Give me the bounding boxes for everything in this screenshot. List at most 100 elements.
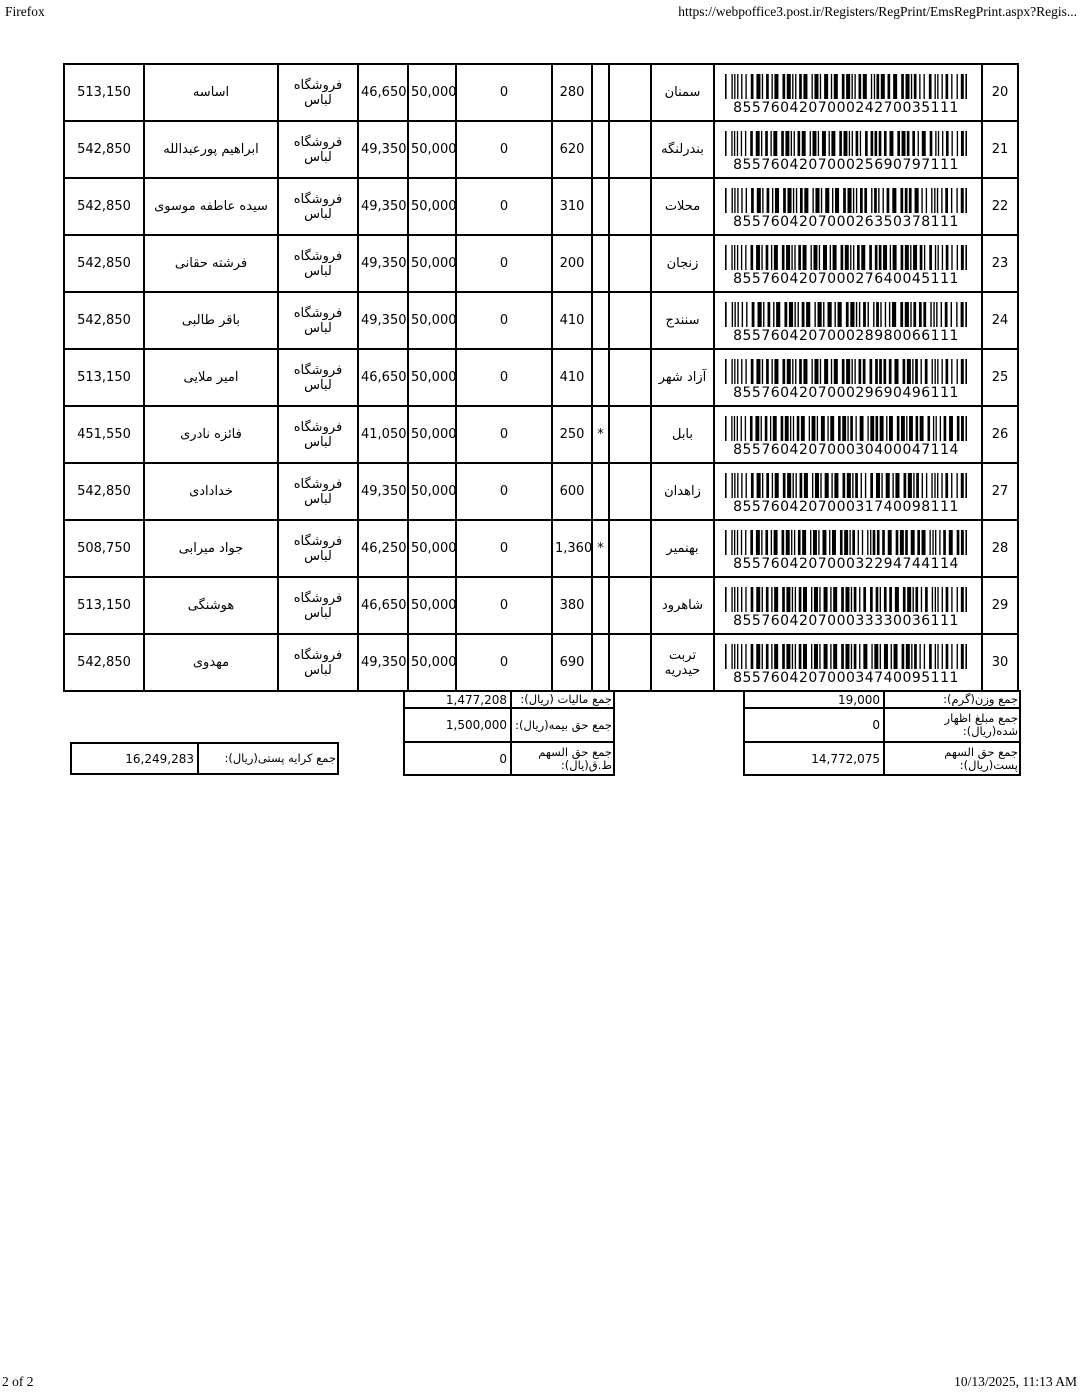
sender-store-cell: فروشگاه لباس (277, 63, 359, 122)
insurance-sum-label: جمع حق بیمه(ریال): (510, 707, 615, 743)
row-number-cell: 22 (981, 177, 1019, 236)
table-row: 542,850 ابراهیم پورعبدالله فروشگاه لباس … (63, 120, 1019, 179)
price-cell: 542,850 (63, 120, 145, 179)
table-row: 513,150 هوشنگی فروشگاه لباس 46,650 50,00… (63, 576, 1019, 635)
row-number-cell: 23 (981, 234, 1019, 293)
recipient-name-cell: هوشنگی (143, 576, 279, 635)
row-number-cell: 24 (981, 291, 1019, 350)
price-cell: 513,150 (63, 63, 145, 122)
barcode-image (725, 472, 967, 498)
weight-cell: 310 (551, 177, 593, 236)
shipment-table-body: 513,150 اساسه فروشگاه لباس 46,650 50,000… (63, 63, 1019, 692)
print-timestamp: 10/13/2025, 11:13 AM (954, 1374, 1077, 1389)
postage-fee-cell: 49,350 (357, 177, 409, 236)
insured-value-cell: 50,000 (407, 120, 457, 179)
postage-fee-cell: 46,650 (357, 348, 409, 407)
sender-store-cell: فروشگاه لباس (277, 291, 359, 350)
table-row: 513,150 امیر ملایی فروشگاه لباس 46,650 5… (63, 348, 1019, 407)
barcode-cell: 855760420700029690496111 (713, 348, 983, 407)
flag-cell (591, 120, 610, 179)
barcode-number: 855760420700029690496111 (733, 384, 959, 401)
weight-cell: 280 (551, 63, 593, 122)
barcode-number: 855760420700025690797111 (733, 156, 959, 173)
recipient-name-cell: فائزه نادری (143, 405, 279, 464)
table-row: 508,750 جواد میرابی فروشگاه لباس 46,250 … (63, 519, 1019, 578)
destination-city-cell: شاهرود (650, 576, 715, 635)
empty-flag-cell (608, 348, 652, 407)
sender-store-cell: فروشگاه لباس (277, 462, 359, 521)
document-url: https://webpoffice3.post.ir/Registers/Re… (678, 4, 1077, 19)
destination-city-cell: محلات (650, 177, 715, 236)
sender-store-cell: فروشگاه لباس (277, 120, 359, 179)
barcode-number: 855760420700030400047114 (733, 441, 959, 458)
weight-cell: 620 (551, 120, 593, 179)
row-number-cell: 29 (981, 576, 1019, 635)
price-cell: 542,850 (63, 633, 145, 692)
flag-cell (591, 63, 610, 122)
empty-flag-cell (608, 405, 652, 464)
insured-value-cell: 50,000 (407, 519, 457, 578)
empty-flag-cell (608, 291, 652, 350)
postage-fee-cell: 41,050 (357, 405, 409, 464)
barcode-cell: 855760420700034740095111 (713, 633, 983, 692)
postage-fee-cell: 46,650 (357, 63, 409, 122)
flag-cell (591, 177, 610, 236)
page-number: 2 of 2 (2, 1374, 34, 1389)
barcode-number: 855760420700024270035111 (733, 99, 959, 116)
postage-fee-cell: 49,350 (357, 633, 409, 692)
sender-store-cell: فروشگاه لباس (277, 633, 359, 692)
table-row: 451,550 فائزه نادری فروشگاه لباس 41,050 … (63, 405, 1019, 464)
insured-value-cell: 50,000 (407, 633, 457, 692)
barcode-number: 855760420700028980066111 (733, 327, 959, 344)
barcode-image (725, 130, 967, 156)
barcode-image (725, 529, 967, 555)
barcode-number: 855760420700032294744114 (733, 555, 959, 572)
destination-city-cell: آزاد شهر (650, 348, 715, 407)
declared-sum-label: جمع مبلغ اظهار شده(ریال): (883, 707, 1021, 743)
insured-value-cell: 50,000 (407, 462, 457, 521)
declared-value-cell: 0 (455, 291, 553, 350)
weight-cell: 600 (551, 462, 593, 521)
postage-sum-label: جمع کرایه پستی(ریال): (197, 742, 339, 775)
row-number-cell: 27 (981, 462, 1019, 521)
price-cell: 542,850 (63, 291, 145, 350)
barcode-cell: 855760420700024270035111 (713, 63, 983, 122)
insured-value-cell: 50,000 (407, 234, 457, 293)
row-number-cell: 20 (981, 63, 1019, 122)
destination-city-cell: بندرلنگه (650, 120, 715, 179)
weight-cell: 410 (551, 291, 593, 350)
recipient-name-cell: امیر ملایی (143, 348, 279, 407)
barcode-cell: 855760420700033330036111 (713, 576, 983, 635)
sender-store-cell: فروشگاه لباس (277, 519, 359, 578)
price-cell: 542,850 (63, 462, 145, 521)
flag-cell (591, 234, 610, 293)
declared-value-cell: 0 (455, 177, 553, 236)
declared-value-cell: 0 (455, 462, 553, 521)
empty-flag-cell (608, 120, 652, 179)
recipient-name-cell: فرشته حقانی (143, 234, 279, 293)
price-cell: 513,150 (63, 348, 145, 407)
empty-flag-cell (608, 462, 652, 521)
table-row: 542,850 سیده عاطفه موسوی فروشگاه لباس 49… (63, 177, 1019, 236)
postage-fee-cell: 49,350 (357, 291, 409, 350)
barcode-number: 855760420700033330036111 (733, 612, 959, 629)
flag-cell (591, 462, 610, 521)
weight-cell: 690 (551, 633, 593, 692)
recipient-name-cell: اساسه (143, 63, 279, 122)
recipient-name-cell: سیده عاطفه موسوی (143, 177, 279, 236)
insured-value-cell: 50,000 (407, 576, 457, 635)
barcode-image (725, 244, 967, 270)
declared-value-cell: 0 (455, 633, 553, 692)
barcode-cell: 855760420700027640045111 (713, 234, 983, 293)
postage-fee-cell: 49,350 (357, 234, 409, 293)
declared-value-cell: 0 (455, 63, 553, 122)
declared-value-cell: 0 (455, 405, 553, 464)
recipient-name-cell: مهدوی (143, 633, 279, 692)
flag-cell (591, 633, 610, 692)
sender-store-cell: فروشگاه لباس (277, 405, 359, 464)
barcode-cell: 855760420700031740098111 (713, 462, 983, 521)
destination-city-cell: سنندج (650, 291, 715, 350)
destination-city-cell: سمنان (650, 63, 715, 122)
barcode-number: 855760420700027640045111 (733, 270, 959, 287)
empty-flag-cell (608, 63, 652, 122)
